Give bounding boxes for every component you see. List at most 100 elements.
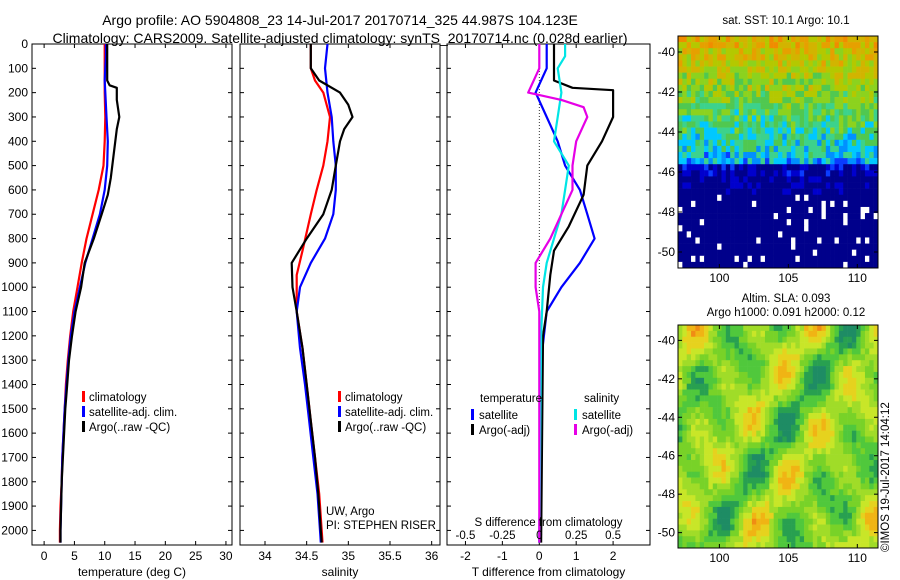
map-cell (691, 377, 696, 384)
map-cell (721, 424, 727, 431)
map-cell (873, 84, 879, 92)
map-cell (804, 109, 809, 116)
map-cell (730, 219, 735, 226)
map-cell (743, 261, 748, 269)
map-cell (817, 342, 822, 349)
map-cell (678, 255, 683, 263)
map-cell (860, 139, 866, 147)
map-cell (708, 389, 714, 396)
x-tick-label: -1 (497, 549, 508, 563)
map-cell (764, 84, 770, 92)
map-cell (725, 418, 731, 426)
map-cell (834, 442, 840, 449)
map-cell (791, 360, 796, 367)
map-cell (751, 413, 757, 420)
map-cell (864, 418, 870, 426)
map-cell (821, 103, 827, 110)
map-cell (691, 176, 696, 183)
map-cell (764, 418, 770, 426)
map-cell (786, 200, 792, 208)
map-cell (864, 377, 870, 384)
map-cell (821, 330, 827, 338)
map-cell (860, 536, 866, 543)
map-cell (730, 354, 735, 361)
map-cell (738, 536, 744, 543)
map-cell (773, 371, 779, 379)
map-cell (799, 524, 805, 531)
map-cell (869, 188, 874, 196)
map-cell (825, 459, 831, 467)
map-cell (782, 348, 787, 355)
map-cell (860, 377, 866, 384)
map-cell (678, 483, 683, 490)
map-cell (699, 127, 705, 134)
map-cell (738, 176, 744, 183)
map-cell (860, 121, 866, 128)
map-cell (695, 325, 701, 332)
map-cell (717, 477, 722, 484)
map-cell (851, 512, 857, 519)
map-cell (699, 354, 705, 361)
plot-frame (31, 43, 233, 546)
map-cell (834, 72, 840, 80)
map-cell (721, 348, 727, 355)
map-cell (691, 158, 696, 165)
map-cell (778, 66, 783, 73)
map-cell (812, 164, 818, 171)
map-cell (764, 366, 770, 373)
map-cell (851, 42, 857, 49)
map-cell (778, 72, 783, 80)
map-cell (873, 42, 879, 49)
map-cell (704, 158, 709, 165)
map-cell (795, 366, 801, 373)
map-cell (799, 84, 805, 92)
map-cell (695, 109, 701, 116)
map-cell (747, 518, 753, 525)
map-cell (778, 512, 783, 519)
map-cell (804, 325, 809, 332)
map-cell (843, 255, 848, 263)
map-cell (769, 231, 774, 238)
top-scale-label: 0 (536, 530, 542, 542)
map-cell (808, 66, 814, 73)
map-cell (764, 54, 770, 61)
map-cell (825, 330, 831, 338)
map-cell (856, 84, 861, 92)
map-cell (734, 36, 740, 43)
map-cell (691, 188, 696, 196)
map-cell (760, 512, 766, 519)
map-cell (751, 377, 757, 384)
map-cell (782, 194, 787, 202)
map-cell (764, 249, 770, 257)
map-cell (778, 518, 783, 525)
map-cell (691, 483, 696, 490)
map-cell (721, 261, 727, 269)
map-cell (769, 371, 774, 379)
map-cell (738, 225, 744, 232)
map-cell (821, 430, 827, 437)
map-cell (786, 145, 792, 153)
map-cell (721, 84, 727, 92)
map-cell (738, 354, 744, 361)
map-cell (721, 395, 727, 402)
map-cell (812, 501, 818, 508)
map-cell (743, 442, 748, 449)
map-cell (834, 377, 840, 384)
map-cell (721, 206, 727, 214)
map-cell (773, 495, 779, 502)
map-cell (786, 36, 792, 43)
map-cell (708, 78, 714, 86)
map-cell (725, 109, 731, 116)
map-cell (799, 219, 805, 226)
map-cell (760, 42, 766, 49)
map-cell (869, 152, 874, 159)
map-cell (795, 243, 801, 250)
map-cell (691, 518, 696, 525)
map-cell (791, 219, 796, 226)
map-cell (773, 448, 779, 455)
map-cell (786, 103, 792, 110)
map-cell (869, 66, 874, 73)
map-cell (764, 97, 770, 104)
map-cell (756, 454, 761, 461)
map-cell (699, 78, 705, 86)
